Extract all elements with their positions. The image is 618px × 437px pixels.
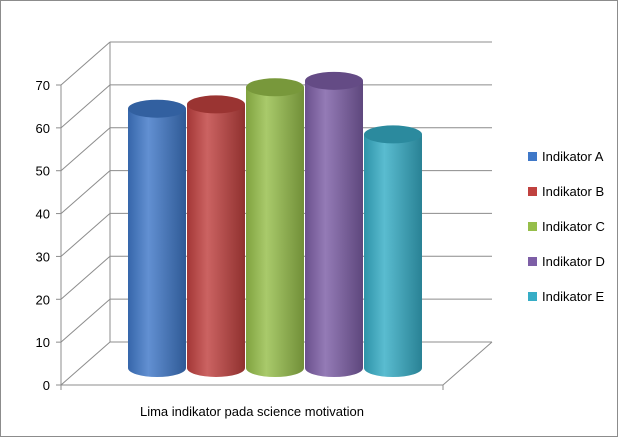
y-tick-label: 0	[43, 378, 50, 393]
side-gridline	[60, 41, 111, 86]
legend-label: Indikator E	[542, 289, 604, 304]
legend-item: Indikator C	[528, 219, 605, 234]
side-gridline	[60, 341, 111, 386]
legend-label: Indikator A	[542, 149, 604, 164]
bar-indikator-c	[246, 78, 304, 378]
y-tick-label: 10	[36, 335, 50, 350]
y-tick-label: 40	[36, 207, 50, 222]
y-tick-label: 20	[36, 292, 50, 307]
side-gridline	[60, 170, 111, 214]
bar-top	[246, 78, 304, 97]
side-gridline	[60, 255, 111, 300]
bar-body	[187, 104, 245, 377]
legend-item: Indikator D	[528, 254, 605, 269]
y-tick-label: 50	[36, 164, 50, 179]
legend-swatch	[528, 257, 537, 266]
legend: Indikator A Indikator B Indikator C Indikat…	[528, 149, 605, 304]
bars-group	[128, 71, 422, 378]
legend-swatch	[528, 222, 537, 231]
bar-top	[187, 95, 245, 114]
y-tick-label: 60	[36, 121, 50, 136]
side-gridline	[60, 127, 111, 172]
legend-swatch	[528, 187, 537, 196]
legend-item: Indikator A	[528, 149, 604, 164]
bar-indikator-e	[364, 125, 422, 377]
legend-item: Indikator E	[528, 289, 604, 304]
bar-body	[305, 80, 363, 377]
bar-top	[364, 125, 422, 144]
legend-swatch	[528, 152, 537, 161]
side-gridline	[60, 213, 111, 257]
legend-item: Indikator B	[528, 184, 604, 199]
bar-indikator-b	[187, 95, 245, 377]
bar-body	[246, 87, 304, 378]
side-gridline	[60, 84, 111, 129]
bar-indikator-a	[128, 99, 186, 377]
legend-swatch	[528, 292, 537, 301]
x-axis-category-label: Lima indikator pada science motivation	[140, 404, 364, 419]
bar-top	[128, 99, 186, 118]
side-gridline	[60, 298, 111, 343]
bar-top	[305, 71, 363, 90]
legend-label: Indikator C	[542, 219, 605, 234]
bar-indikator-d	[305, 71, 363, 377]
y-tick-label: 30	[36, 249, 50, 264]
y-axis-ticks: 0 10 20 30 40 50 60 70	[36, 78, 61, 393]
bar-body	[128, 108, 186, 377]
bar-body	[364, 134, 422, 377]
legend-label: Indikator D	[542, 254, 605, 269]
legend-label: Indikator B	[542, 184, 604, 199]
y-tick-label: 70	[36, 78, 50, 93]
